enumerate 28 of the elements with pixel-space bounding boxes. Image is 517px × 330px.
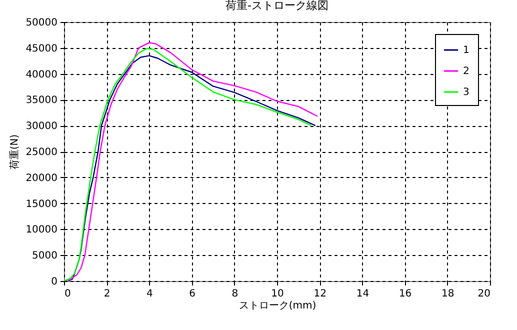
x-tick-label: 4: [146, 288, 153, 300]
x-tick-label: 18: [442, 288, 454, 300]
legend-label: 1: [463, 45, 470, 56]
x-axis-title: ストローク(mm): [238, 300, 316, 312]
x-tick-label: 14: [356, 288, 370, 300]
y-tick-label: 10000: [26, 224, 58, 236]
x-tick-label: 10: [271, 288, 284, 300]
y-tick-label: 25000: [26, 147, 58, 158]
y-tick-label: 20000: [26, 172, 58, 184]
legend-label: 3: [463, 87, 470, 98]
x-tick-label: 16: [398, 288, 412, 300]
y-tick-label: 50000: [26, 18, 58, 28]
y-tick-label: 35000: [26, 95, 58, 106]
y-axis-title: 荷重(N): [8, 134, 21, 170]
legend-label: 2: [463, 66, 470, 77]
y-tick-label: 30000: [26, 121, 58, 132]
y-tick-label: 5000: [32, 250, 58, 262]
x-tick-label: 2: [104, 288, 110, 300]
x-tick-label: 0: [64, 288, 71, 300]
y-tick-label: 40000: [26, 69, 58, 80]
y-tick-label: 15000: [26, 198, 58, 210]
chart-title: 荷重-ストローク線図: [226, 0, 328, 12]
x-tick-label: 20: [478, 288, 490, 300]
x-tick-label: 8: [232, 288, 238, 300]
x-tick-label: 12: [314, 288, 326, 300]
x-tick-label: 6: [189, 288, 196, 300]
y-tick-label: 0: [51, 276, 58, 288]
y-tick-label: 45000: [26, 43, 58, 54]
